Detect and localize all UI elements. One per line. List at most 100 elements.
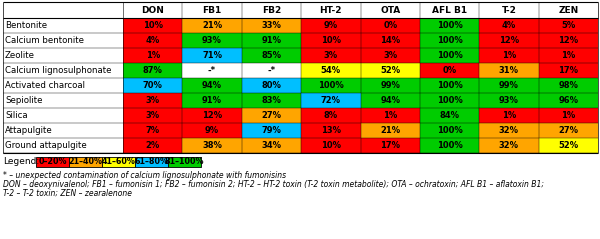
Text: 52%: 52%	[558, 141, 578, 150]
Text: 94%: 94%	[380, 96, 400, 105]
Bar	[539, 78, 598, 93]
Text: 32%: 32%	[499, 126, 519, 135]
Bar	[182, 63, 242, 78]
Bar	[361, 48, 420, 63]
Text: 85%: 85%	[262, 51, 281, 60]
Bar	[479, 93, 539, 108]
Bar	[361, 123, 420, 138]
Bar	[123, 93, 182, 108]
Bar	[123, 48, 182, 63]
Text: -*: -*	[208, 66, 216, 75]
Text: 9%: 9%	[324, 21, 338, 30]
Text: 99%: 99%	[499, 81, 519, 90]
Bar	[301, 78, 361, 93]
Text: 100%: 100%	[437, 126, 463, 135]
Bar	[420, 108, 479, 123]
Text: 38%: 38%	[202, 141, 222, 150]
Text: 5%: 5%	[561, 21, 575, 30]
Bar	[36, 157, 69, 167]
Text: 17%: 17%	[559, 66, 578, 75]
Text: 83%: 83%	[262, 96, 281, 105]
Text: 2%: 2%	[146, 141, 160, 150]
Text: 71%: 71%	[202, 51, 222, 60]
Text: 100%: 100%	[437, 81, 463, 90]
Text: 3%: 3%	[146, 111, 160, 120]
Text: Bentonite: Bentonite	[5, 21, 47, 30]
Bar	[182, 93, 242, 108]
Bar	[361, 63, 420, 78]
Bar	[182, 48, 242, 63]
Text: 70%: 70%	[143, 81, 163, 90]
Text: 100%: 100%	[437, 51, 463, 60]
Text: -*: -*	[268, 66, 275, 75]
Text: T-2 – T-2 toxin; ZEN – zearalenone: T-2 – T-2 toxin; ZEN – zearalenone	[3, 189, 132, 198]
Bar	[361, 78, 420, 93]
Text: 12%: 12%	[499, 36, 519, 45]
Text: 34%: 34%	[262, 141, 281, 150]
Text: 80%: 80%	[262, 81, 281, 90]
Text: 72%: 72%	[321, 96, 341, 105]
Bar	[123, 63, 182, 78]
Text: 27%: 27%	[262, 111, 281, 120]
Text: 10%: 10%	[321, 141, 341, 150]
Text: 1%: 1%	[383, 111, 397, 120]
Bar	[301, 18, 361, 33]
Text: 17%: 17%	[380, 141, 400, 150]
Bar	[242, 18, 301, 33]
Bar	[420, 78, 479, 93]
Text: DON: DON	[141, 5, 164, 15]
Text: 96%: 96%	[559, 96, 578, 105]
Text: 1%: 1%	[502, 51, 516, 60]
Bar	[479, 138, 539, 153]
Text: 10%: 10%	[143, 21, 163, 30]
Bar	[539, 138, 598, 153]
Text: Zeolite: Zeolite	[5, 51, 35, 60]
Text: 61–80%: 61–80%	[134, 158, 169, 167]
Text: 14%: 14%	[380, 36, 400, 45]
Bar	[123, 123, 182, 138]
Bar	[69, 157, 102, 167]
Bar	[361, 33, 420, 48]
Text: ZEN: ZEN	[558, 5, 578, 15]
Text: 99%: 99%	[380, 81, 400, 90]
Text: 27%: 27%	[559, 126, 578, 135]
Text: 54%: 54%	[321, 66, 341, 75]
Bar	[301, 33, 361, 48]
Text: 100%: 100%	[437, 21, 463, 30]
Bar	[420, 123, 479, 138]
Bar	[182, 78, 242, 93]
Bar	[479, 18, 539, 33]
Text: Legend:: Legend:	[3, 158, 39, 167]
Text: Silica: Silica	[5, 111, 28, 120]
Bar	[242, 78, 301, 93]
Text: 100%: 100%	[318, 81, 344, 90]
Bar	[242, 93, 301, 108]
Bar	[182, 138, 242, 153]
Bar	[242, 123, 301, 138]
Bar	[539, 33, 598, 48]
Bar	[301, 48, 361, 63]
Text: 98%: 98%	[559, 81, 578, 90]
Text: AFL B1: AFL B1	[432, 5, 467, 15]
Text: 79%: 79%	[262, 126, 281, 135]
Bar	[123, 108, 182, 123]
Bar	[361, 138, 420, 153]
Text: 7%: 7%	[146, 126, 160, 135]
Bar	[242, 138, 301, 153]
Text: 87%: 87%	[143, 66, 163, 75]
Text: 13%: 13%	[321, 126, 341, 135]
Text: 4%: 4%	[146, 36, 160, 45]
Bar	[182, 33, 242, 48]
Text: 21–40%: 21–40%	[68, 158, 103, 167]
Bar	[361, 93, 420, 108]
Bar	[182, 123, 242, 138]
Bar	[539, 18, 598, 33]
Text: 10%: 10%	[321, 36, 341, 45]
Text: 93%: 93%	[202, 36, 222, 45]
Text: 1%: 1%	[561, 51, 575, 60]
Text: 84%: 84%	[440, 111, 460, 120]
Text: 3%: 3%	[146, 96, 160, 105]
Text: HT-2: HT-2	[320, 5, 342, 15]
Text: 1%: 1%	[146, 51, 160, 60]
Text: 100%: 100%	[437, 36, 463, 45]
